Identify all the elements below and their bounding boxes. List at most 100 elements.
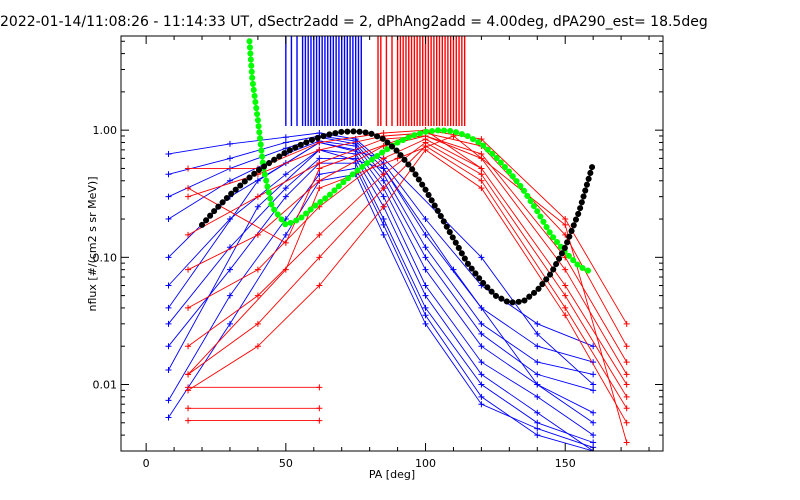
- point-red-9-0: [185, 405, 192, 412]
- point-blue-6-2: [282, 185, 289, 192]
- point-blue-5-9: [590, 432, 597, 439]
- point-red-12-2: [316, 185, 323, 192]
- point-red-1-0: [185, 193, 192, 200]
- x-axis-label: PA [deg]: [369, 468, 415, 481]
- point-red-1-7: [623, 343, 630, 350]
- point-red-5-1: [254, 292, 261, 299]
- point-red-11-2: [316, 165, 323, 172]
- point-red-5-2: [316, 231, 323, 238]
- point-blue-6-0: [165, 320, 172, 327]
- point-blue-1-1: [226, 155, 233, 162]
- point-blue-6-6: [422, 292, 429, 299]
- series-red-line-11: [187, 129, 482, 244]
- point-blue-8-8: [534, 432, 541, 439]
- series-red-line-7: [187, 149, 628, 424]
- point-blue-9-6: [422, 320, 429, 327]
- point-blue-1-2: [282, 139, 289, 146]
- point-red-6-2: [316, 254, 323, 261]
- point-blue-2-9: [590, 371, 597, 378]
- point-blue-5-2: [282, 171, 289, 178]
- point-red-5-5: [478, 171, 485, 178]
- plot-area: [165, 36, 630, 451]
- point-red-2-1: [254, 193, 261, 200]
- point-red-12-6: [623, 439, 630, 446]
- point-blue-7-7: [478, 381, 485, 388]
- point-red-4-7: [623, 381, 630, 388]
- point-red-7-4: [422, 146, 429, 153]
- point-blue-3-6: [422, 254, 429, 261]
- point-blue-5-0: [165, 282, 172, 289]
- point-red-6-3: [380, 185, 387, 192]
- point-blue-0-0: [165, 150, 172, 157]
- point-red-12-4: [450, 132, 457, 139]
- point-blue-2-8: [534, 359, 541, 366]
- point-blue-11-4: [478, 254, 485, 261]
- point-blue-3-9: [590, 387, 597, 394]
- point-red-0-7: [623, 320, 630, 327]
- point-red-7-2: [316, 282, 323, 289]
- point-blue-9-0: [165, 414, 172, 421]
- point-blue-1-0: [165, 171, 172, 178]
- point-blue-8-7: [478, 393, 485, 400]
- point-blue-8-5: [380, 221, 387, 228]
- point-blue-1-8: [534, 343, 541, 350]
- point-red-10-1: [316, 417, 323, 424]
- point-blue-0-9: [590, 343, 597, 350]
- point-red-5-0: [185, 343, 192, 350]
- point-red-8-0: [185, 384, 192, 391]
- series-blue-line-6: [168, 157, 594, 451]
- point-red-4-3: [380, 155, 387, 162]
- point-blue-8-6: [422, 312, 429, 319]
- point-blue-10-3: [380, 165, 387, 172]
- point-blue-4-6: [422, 266, 429, 273]
- series-red-line-1: [187, 132, 628, 347]
- point-blue-0-6: [422, 216, 429, 223]
- point-red-3-1: [254, 231, 261, 238]
- point-red-7-7: [623, 419, 630, 426]
- point-blue-11-1: [254, 177, 261, 184]
- point-blue-5-8: [534, 393, 541, 400]
- point-blue-9-7: [478, 401, 485, 408]
- point-blue-2-0: [165, 193, 172, 200]
- point-blue-2-7: [478, 320, 485, 327]
- point-blue-5-5: [380, 193, 387, 200]
- point-red-6-5: [478, 177, 485, 184]
- point-red-6-1: [254, 320, 261, 327]
- series-blue-line-1: [168, 135, 594, 363]
- point-red-0-5: [478, 136, 485, 143]
- point-blue-10-0: [165, 367, 172, 374]
- point-blue-11-0: [165, 304, 172, 311]
- point-red-5-7: [623, 393, 630, 400]
- point-blue-9-2: [282, 231, 289, 238]
- point-blue-4-7: [478, 343, 485, 350]
- point-red-4-0: [185, 304, 192, 311]
- point-blue-11-5: [534, 330, 541, 337]
- point-red-1-2: [316, 146, 323, 153]
- point-blue-3-0: [165, 216, 172, 223]
- series-blue-line-0: [168, 132, 594, 347]
- point-blue-3-5: [380, 177, 387, 184]
- point-red-5-3: [380, 171, 387, 178]
- point-blue-9-1: [226, 320, 233, 327]
- point-blue-7-2: [282, 193, 289, 200]
- point-red-2-0: [185, 231, 192, 238]
- point-blue-8-1: [226, 292, 233, 299]
- point-blue-5-7: [478, 359, 485, 366]
- point-blue-3-7: [478, 330, 485, 337]
- point-red-12-1: [282, 266, 289, 273]
- point-red-7-3: [380, 203, 387, 210]
- point-red-3-7: [623, 371, 630, 378]
- point-blue-8-3: [316, 171, 323, 178]
- x-tick-label-2: 100: [415, 457, 436, 470]
- series-blue-line-3: [168, 140, 594, 391]
- point-red-6-6: [562, 304, 569, 311]
- series-blue-line-7: [168, 162, 594, 443]
- point-blue-8-0: [165, 397, 172, 404]
- point-red-3-6: [562, 266, 569, 273]
- point-blue-10-1: [254, 203, 261, 210]
- x-tick-label-0: 0: [143, 457, 150, 470]
- point-red-4-6: [562, 282, 569, 289]
- point-blue-0-2: [282, 134, 289, 141]
- point-blue-2-6: [422, 244, 429, 251]
- point-blue-0-8: [534, 320, 541, 327]
